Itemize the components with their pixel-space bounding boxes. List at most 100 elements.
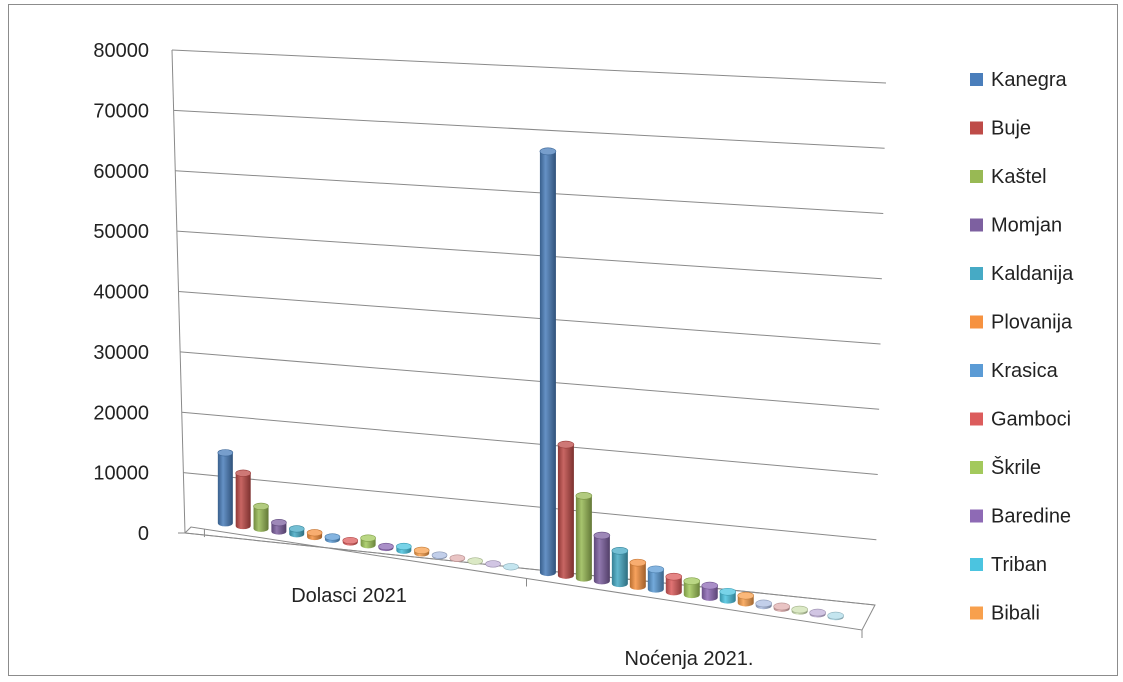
bar-Bibali [413,546,430,557]
bar-Momjan [593,531,611,585]
y-tick-label: 70000 [93,100,149,122]
legend-swatch [970,218,983,232]
bar-Triban [396,542,412,554]
bar-top [701,581,719,590]
bar-Buje [235,469,251,530]
bar-series-16 [809,608,826,618]
legend-swatch [970,364,983,377]
bar-body [253,506,269,532]
bar-Krasica [324,533,341,543]
legend-label: Momjan [991,215,1062,237]
category-label: Dolasci 2021 [291,585,407,607]
bar-top [288,525,305,533]
bar-top [360,534,376,542]
bar-body [539,151,556,577]
bar-body [593,535,610,585]
bar-Škrile [683,577,701,599]
bar-top [413,546,430,554]
bar-Gamboci [342,536,359,546]
legend-item: Škrile [970,456,1041,479]
bar-body [683,581,700,599]
legend-label: Krasica [991,360,1059,382]
legend-item: Kaldanija [970,263,1074,285]
legend-swatch [970,509,983,523]
bar-Kaštel [253,502,269,532]
legend-item: Buje [970,118,1031,140]
bar-body [647,569,664,593]
bar-body [629,562,646,590]
bar-body [611,550,628,588]
bar-top [342,536,359,545]
y-tick-label: 30000 [93,342,149,364]
y-tick-label: 10000 [93,463,149,485]
legend-label: Kaldanija [991,263,1074,285]
gridline [183,472,877,541]
bar-series-13 [755,599,773,610]
y-axis-line [171,49,186,534]
bar-Baredine [378,542,394,552]
category-label: Noćenja 2021. [625,648,754,670]
bar-top [647,565,665,574]
bar-Škrile [360,534,376,549]
bar-top [449,554,466,562]
bar-series-14 [773,602,790,612]
legend-item: Triban [970,554,1047,576]
legend-swatch [970,461,983,474]
bar-Kaldanija [288,525,305,538]
floor-plane [183,526,876,631]
bar-top [235,469,251,477]
bar-series-13 [431,551,448,560]
legend-label: Triban [991,554,1047,576]
legend-swatch [970,73,983,86]
legend-item: Bibali [970,603,1040,625]
gridline [178,291,881,345]
chart-svg: 0 10000 20000 30000 40000 50000 60000 70000 8000… [93,40,1074,670]
legend-label: Gamboci [991,409,1071,431]
bar-Momjan [271,518,287,535]
bar-top [755,599,773,608]
legend-item: Momjan [970,215,1062,237]
legend-label: Škrile [991,456,1041,479]
bar-body [701,585,718,601]
bar-top [791,605,808,614]
chart-frame: 0 10000 20000 30000 40000 50000 60000 70000 8000… [8,4,1118,676]
bar-top [467,557,484,565]
bar-top [271,518,287,527]
legend-label: Kanegra [991,69,1067,91]
bar-top [737,591,755,600]
bar-Plovanija [629,558,647,590]
bar-series-17 [827,611,844,621]
legend-item: Kaštel [970,166,1047,188]
bar-top [773,602,790,611]
bar-top [557,440,575,449]
bar-top [485,560,501,568]
bar-series-15 [467,557,484,565]
bar-body [665,576,682,596]
legend-swatch [970,170,983,183]
y-tick-label: 0 [138,523,149,545]
bar-top [719,587,737,596]
bar-body [575,495,592,582]
gridline [181,411,878,475]
bar-top [611,546,629,555]
legend-label: Kaštel [991,166,1047,188]
bar-Plovanija [306,529,323,541]
legend-swatch [970,267,983,280]
gridline [173,109,885,149]
bar-Kaštel [575,492,593,582]
gridline [171,49,887,84]
y-tick-label: 40000 [93,282,149,304]
bar-series-14 [449,554,466,563]
legend-item: Gamboci [970,409,1071,431]
legend-label: Baredine [991,506,1071,528]
bar-top [503,563,519,571]
gridline [176,230,882,280]
bar-Gamboci [665,572,683,596]
legend-swatch [970,412,983,426]
legend-item: Kanegra [970,69,1067,91]
bar-body [235,473,251,530]
bar-Kanegra [539,147,557,577]
bar-series-17 [503,563,519,571]
y-tick-label: 60000 [93,161,149,183]
bar-top [827,611,844,620]
